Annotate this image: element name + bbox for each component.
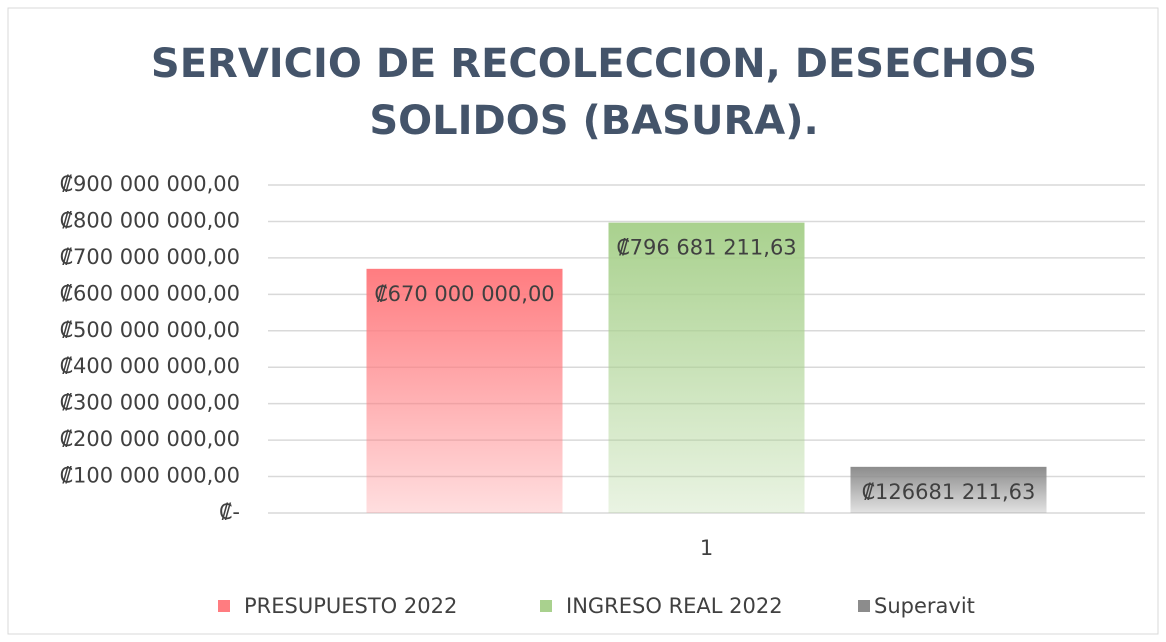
bar — [366, 268, 563, 513]
legend-swatch — [540, 600, 552, 612]
data-label: ₡126681 211,63 — [862, 480, 1036, 504]
x-tick-label: 1 — [700, 536, 713, 560]
legend-label: PRESUPUESTO 2022 — [244, 594, 457, 618]
data-label: ₡796 681 211,63 — [616, 236, 796, 260]
legend-label: Superavit — [874, 594, 975, 618]
y-tick-label: ₡500 000 000,00 — [60, 318, 240, 342]
chart-title: SERVICIO DE RECOLECCION, DESECHOS — [151, 41, 1037, 87]
y-tick-label: ₡300 000 000,00 — [60, 391, 240, 415]
legend-label: INGRESO REAL 2022 — [566, 594, 783, 618]
data-label: ₡670 000 000,00 — [374, 282, 554, 306]
y-tick-label: ₡700 000 000,00 — [60, 245, 240, 269]
y-tick-label: ₡800 000 000,00 — [60, 208, 240, 232]
y-tick-label: ₡- — [219, 500, 240, 524]
y-tick-label: ₡600 000 000,00 — [60, 281, 240, 305]
chart-title: SOLIDOS (BASURA). — [369, 98, 818, 144]
bar — [850, 466, 1047, 513]
y-tick-label: ₡900 000 000,00 — [60, 172, 240, 196]
bar — [608, 222, 805, 513]
legend-swatch — [858, 600, 870, 612]
y-tick-label: ₡400 000 000,00 — [60, 354, 240, 378]
chart-frame — [7, 7, 1159, 635]
legend-swatch — [218, 600, 230, 612]
y-tick-label: ₡100 000 000,00 — [60, 464, 240, 488]
y-tick-label: ₡200 000 000,00 — [60, 427, 240, 451]
